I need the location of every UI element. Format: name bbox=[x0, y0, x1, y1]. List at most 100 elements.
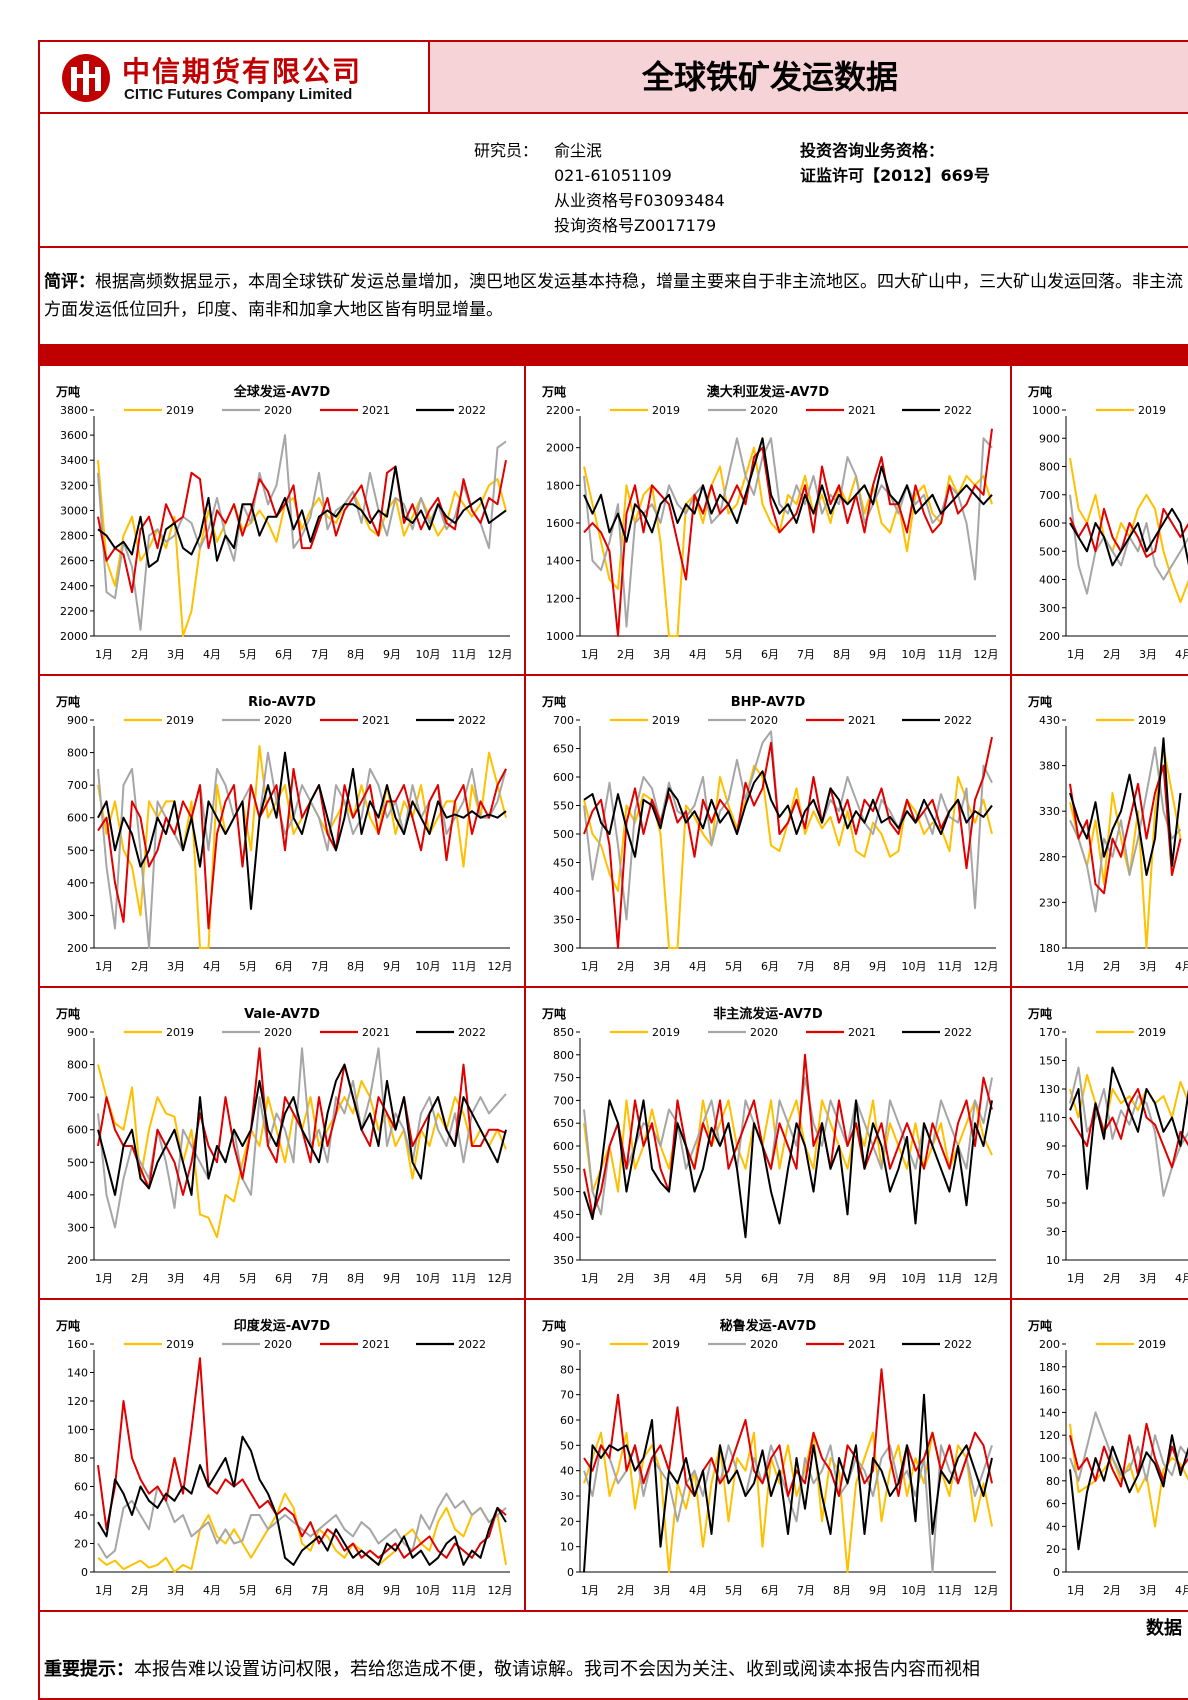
divider bbox=[38, 674, 1188, 676]
x-tick-label: 1月 bbox=[1067, 1272, 1085, 1285]
x-tick-label: 11月 bbox=[938, 1584, 963, 1597]
chart-panel-vale: 万吨 Vale-AV7D 2019 2020 2021 2022 200 300 400 500 6… bbox=[40, 988, 524, 1298]
x-tick-label: 10月 bbox=[902, 648, 927, 661]
qualification-license: 证监许可【2012】669号 bbox=[800, 166, 990, 185]
y-tick-label: 1000 bbox=[546, 630, 574, 643]
chart-fmg-shipments: 万吨20192020202120221802302803303804301月2月… bbox=[1027, 694, 1188, 973]
x-tick-label: 11月 bbox=[938, 1272, 963, 1285]
chart-panel-brazil: 万吨20192020202120222003004005006007008009… bbox=[1012, 366, 1188, 674]
x-tick-label: 8月 bbox=[833, 960, 851, 973]
legend-label: 2021 bbox=[362, 1338, 390, 1351]
y-tick-label: 600 bbox=[67, 812, 88, 825]
y-unit-label: 万吨 bbox=[1027, 694, 1052, 709]
y-tick-label: 900 bbox=[67, 714, 88, 727]
y-tick-label: 180 bbox=[1039, 942, 1060, 955]
x-tick-label: 2月 bbox=[617, 960, 635, 973]
x-tick-label: 9月 bbox=[869, 960, 887, 973]
series-line-2021 bbox=[1069, 1088, 1188, 1169]
y-unit-label: 万吨 bbox=[541, 1006, 566, 1021]
chart-nonmainstream-shipments: 万吨 非主流发运-AV7D 2019 2020 2021 2022 350 400 450 500… bbox=[541, 1006, 999, 1285]
x-tick-label: 7月 bbox=[311, 960, 329, 973]
x-tick-label: 9月 bbox=[383, 1272, 401, 1285]
x-tick-label: 3月 bbox=[1139, 960, 1157, 973]
x-tick-label: 12月 bbox=[974, 648, 999, 661]
x-tick-label: 6月 bbox=[275, 648, 293, 661]
y-tick-label: 850 bbox=[553, 1026, 574, 1039]
y-tick-label: 1800 bbox=[546, 479, 574, 492]
series-line-2022 bbox=[1069, 507, 1188, 567]
x-tick-label: 10月 bbox=[902, 960, 927, 973]
x-tick-label: 10月 bbox=[416, 648, 441, 661]
y-tick-label: 550 bbox=[553, 1163, 574, 1176]
divider bbox=[428, 40, 430, 112]
legend-label: 2021 bbox=[848, 404, 876, 417]
y-tick-label: 300 bbox=[67, 1221, 88, 1234]
y-tick-label: 100 bbox=[1039, 1452, 1060, 1465]
x-tick-label: 9月 bbox=[383, 1584, 401, 1597]
y-tick-label: 0 bbox=[1053, 1566, 1060, 1579]
chart-vale-shipments: 万吨 Vale-AV7D 2019 2020 2021 2022 200 300 400 500 6… bbox=[55, 1006, 513, 1285]
series-line-2021 bbox=[1069, 764, 1182, 895]
legend-label: 2019 bbox=[652, 714, 680, 727]
x-tick-label: 10月 bbox=[416, 1584, 441, 1597]
x-tick-label: 9月 bbox=[869, 648, 887, 661]
series-line-2021 bbox=[583, 736, 993, 949]
x-tick-label: 12月 bbox=[974, 1272, 999, 1285]
x-tick-label: 1月 bbox=[95, 1584, 113, 1597]
x-tick-label: 4月 bbox=[1175, 648, 1188, 661]
divider bbox=[38, 1298, 1188, 1300]
x-tick-label: 4月 bbox=[1175, 960, 1188, 973]
y-tick-label: 350 bbox=[553, 914, 574, 927]
x-tick-label: 8月 bbox=[833, 1584, 851, 1597]
y-unit-label: 万吨 bbox=[55, 1318, 80, 1333]
x-tick-label: 12月 bbox=[488, 648, 513, 661]
x-tick-label: 2月 bbox=[131, 960, 149, 973]
y-tick-label: 400 bbox=[67, 1189, 88, 1202]
y-tick-label: 100 bbox=[67, 1424, 88, 1437]
series-line-2021 bbox=[97, 1357, 507, 1559]
x-tick-label: 6月 bbox=[761, 960, 779, 973]
series-line-2022 bbox=[97, 1063, 507, 1196]
header-title-area bbox=[430, 42, 1188, 112]
series-line-2022 bbox=[1069, 737, 1182, 876]
x-tick-label: 2月 bbox=[131, 1584, 149, 1597]
analyst-cert-2: 投询资格号Z0017179 bbox=[554, 216, 717, 235]
x-tick-label: 8月 bbox=[347, 648, 365, 661]
y-unit-label: 万吨 bbox=[541, 384, 566, 399]
series-line-2021 bbox=[1069, 1422, 1188, 1488]
y-tick-label: 40 bbox=[1046, 1520, 1060, 1533]
x-tick-label: 10月 bbox=[902, 1584, 927, 1597]
x-tick-label: 10月 bbox=[902, 1272, 927, 1285]
y-tick-label: 0 bbox=[81, 1566, 88, 1579]
y-tick-label: 600 bbox=[67, 1124, 88, 1137]
series-line-2021 bbox=[97, 460, 507, 594]
chart-title: Rio-AV7D bbox=[248, 695, 316, 710]
legend-label: 2022 bbox=[458, 714, 486, 727]
x-tick-label: 10月 bbox=[416, 960, 441, 973]
x-tick-label: 7月 bbox=[797, 960, 815, 973]
chart-title: 全球发运-AV7D bbox=[233, 384, 331, 400]
x-tick-label: 3月 bbox=[167, 960, 185, 973]
page-title: 全球铁矿发运数据 bbox=[641, 58, 898, 96]
series-line-2022 bbox=[583, 437, 993, 543]
y-tick-label: 700 bbox=[67, 1091, 88, 1104]
y-tick-label: 2400 bbox=[60, 580, 88, 593]
y-tick-label: 900 bbox=[1039, 432, 1060, 445]
analyst-label: 研究员： bbox=[474, 141, 539, 160]
legend-label: 2020 bbox=[264, 1026, 292, 1039]
y-tick-label: 200 bbox=[1039, 630, 1060, 643]
x-tick-label: 4月 bbox=[203, 1272, 221, 1285]
legend-label: 2019 bbox=[1138, 1026, 1166, 1039]
x-tick-label: 5月 bbox=[239, 960, 257, 973]
x-tick-label: 1月 bbox=[1067, 960, 1085, 973]
y-tick-label: 800 bbox=[67, 747, 88, 760]
chart-panel-global: 万吨 全球发运-AV7D 2019 2020 2021 2022 2000 2200 2400 2… bbox=[40, 366, 524, 674]
chart-brazil-shipments: 万吨20192020202120222003004005006007008009… bbox=[1027, 384, 1188, 661]
x-tick-label: 2月 bbox=[131, 648, 149, 661]
y-tick-label: 200 bbox=[67, 1254, 88, 1267]
y-tick-label: 30 bbox=[1046, 1226, 1060, 1239]
x-tick-label: 11月 bbox=[452, 1584, 477, 1597]
divider bbox=[38, 246, 1188, 248]
series-line-2019 bbox=[97, 1492, 507, 1573]
x-tick-label: 3月 bbox=[1139, 648, 1157, 661]
